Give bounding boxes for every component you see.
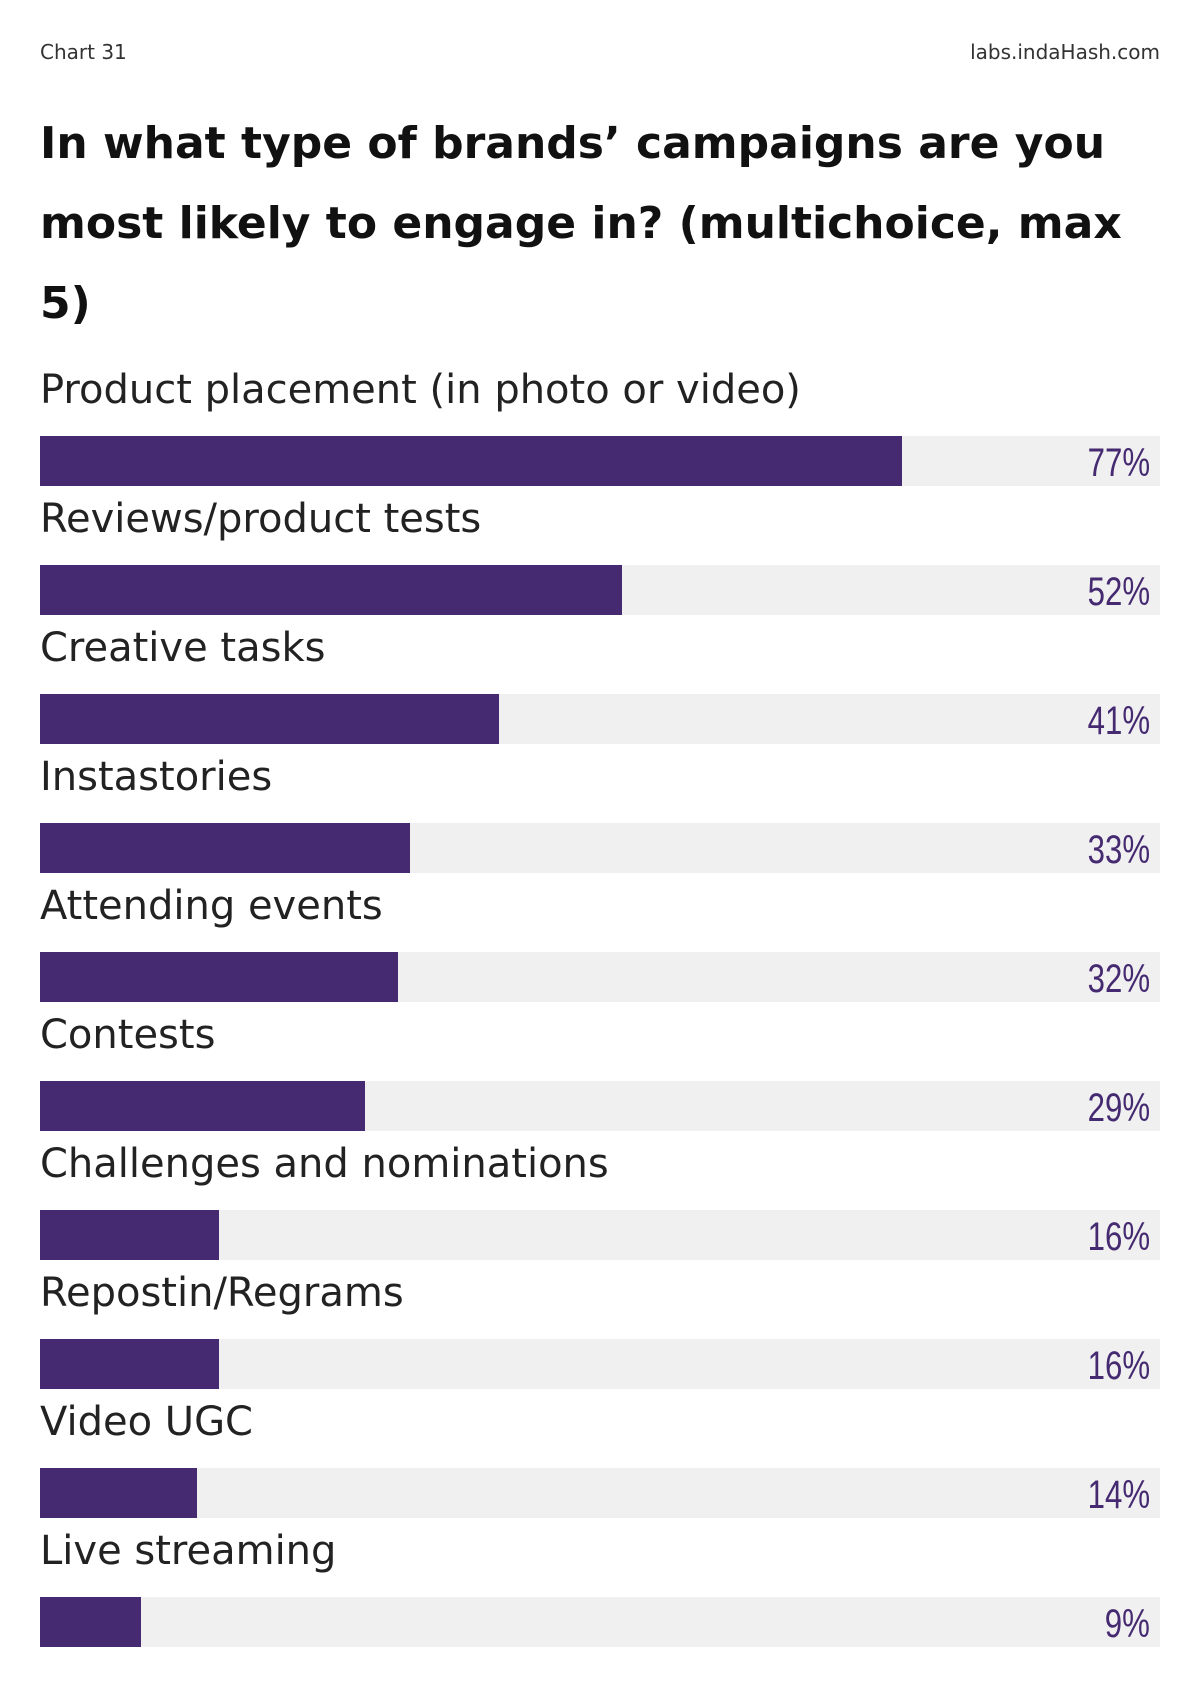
bar-label: Attending events bbox=[40, 883, 383, 929]
bar-track: 52% bbox=[40, 565, 1160, 615]
bar bbox=[40, 694, 499, 744]
source-url: labs.indaHash.com bbox=[970, 40, 1160, 64]
bar-value-label: 16% bbox=[1087, 1344, 1150, 1388]
bar-value-label: 14% bbox=[1087, 1473, 1150, 1517]
bar-value-label: 16% bbox=[1087, 1215, 1150, 1259]
chart-number-label: Chart 31 bbox=[40, 40, 127, 64]
bar bbox=[40, 952, 398, 1002]
bar-label: Video UGC bbox=[40, 1399, 253, 1445]
bar bbox=[40, 1597, 141, 1647]
bar-value-label: 77% bbox=[1087, 441, 1150, 485]
bar-value-label: 52% bbox=[1087, 570, 1150, 614]
bar-value-label: 41% bbox=[1087, 699, 1150, 743]
bar-track: 77% bbox=[40, 436, 1160, 486]
bar-label: Product placement (in photo or video) bbox=[40, 367, 801, 413]
bar-track: 9% bbox=[40, 1597, 1160, 1647]
bar-track: 29% bbox=[40, 1081, 1160, 1131]
bar-track: 32% bbox=[40, 952, 1160, 1002]
bar-label: Live streaming bbox=[40, 1528, 337, 1574]
bar-track: 41% bbox=[40, 694, 1160, 744]
bar-label: Contests bbox=[40, 1012, 216, 1058]
bar-track: 14% bbox=[40, 1468, 1160, 1518]
bar-label: Creative tasks bbox=[40, 625, 326, 671]
bar-label: Challenges and nominations bbox=[40, 1141, 609, 1187]
bar bbox=[40, 1339, 219, 1389]
bar-value-label: 29% bbox=[1087, 1086, 1150, 1130]
bar bbox=[40, 1210, 219, 1260]
bar-track: 16% bbox=[40, 1339, 1160, 1389]
bar-value-label: 32% bbox=[1087, 957, 1150, 1001]
bar bbox=[40, 436, 902, 486]
bar-label: Instastories bbox=[40, 754, 273, 800]
bar bbox=[40, 1468, 197, 1518]
bar-value-label: 33% bbox=[1087, 828, 1150, 872]
bar-label: Repostin/Regrams bbox=[40, 1270, 404, 1316]
bar-label: Reviews/product tests bbox=[40, 496, 482, 542]
bar-value-label: 9% bbox=[1104, 1602, 1150, 1646]
bar-track: 33% bbox=[40, 823, 1160, 873]
bar bbox=[40, 1081, 365, 1131]
bar bbox=[40, 823, 410, 873]
bar bbox=[40, 565, 622, 615]
chart-title: In what type of brands’ campaigns are yo… bbox=[40, 118, 1122, 329]
bar-track: 16% bbox=[40, 1210, 1160, 1260]
